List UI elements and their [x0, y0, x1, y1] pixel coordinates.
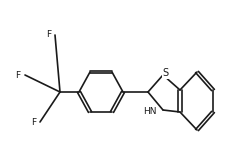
Text: F: F: [47, 30, 52, 39]
Text: S: S: [162, 68, 168, 78]
Text: F: F: [31, 118, 37, 127]
Text: F: F: [15, 71, 20, 80]
Text: HN: HN: [143, 107, 157, 116]
